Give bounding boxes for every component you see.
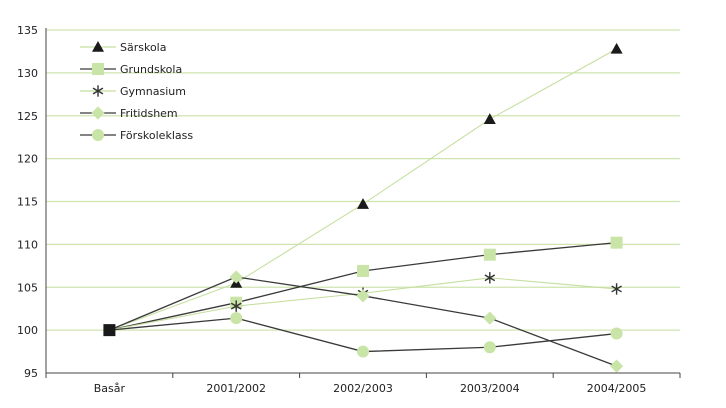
series-line bbox=[109, 242, 617, 331]
legend-marker bbox=[92, 85, 104, 97]
y-tick-label: 105 bbox=[17, 281, 38, 294]
y-tick-label: 95 bbox=[24, 367, 38, 380]
x-tick-label: 2001/2002 bbox=[206, 382, 266, 395]
legend-label: Grundskola bbox=[120, 63, 182, 76]
y-tick-label: 110 bbox=[17, 238, 38, 251]
legend-label: Särskola bbox=[120, 41, 166, 54]
legend-label: Fritidshem bbox=[120, 107, 178, 120]
data-point bbox=[610, 42, 623, 54]
x-tick-label: 2003/2004 bbox=[460, 382, 520, 395]
legend-item: Förskoleklass bbox=[80, 129, 193, 142]
data-point bbox=[611, 283, 622, 295]
y-tick-label: 120 bbox=[17, 153, 38, 166]
y-tick-label: 115 bbox=[17, 196, 38, 209]
y-tick-label: 135 bbox=[17, 24, 38, 37]
legend-marker bbox=[92, 129, 104, 141]
legend-item: Grundskola bbox=[80, 63, 182, 76]
series-fritidshem bbox=[109, 270, 624, 373]
y-tick-label: 130 bbox=[17, 67, 38, 80]
data-point bbox=[357, 198, 369, 209]
y-tick-label: 100 bbox=[17, 324, 38, 337]
legend: Särskola Grundskola Gymnasium Fritidshem För… bbox=[80, 41, 193, 142]
y-tick-label: 125 bbox=[17, 110, 38, 123]
data-point bbox=[483, 341, 496, 354]
legend-marker bbox=[92, 41, 104, 52]
data-point bbox=[357, 345, 369, 358]
x-tick-label: 2002/2003 bbox=[333, 382, 393, 395]
legend-marker bbox=[92, 63, 104, 75]
data-point bbox=[230, 312, 243, 325]
series-group bbox=[103, 42, 624, 373]
legend-item: Fritidshem bbox=[80, 106, 178, 120]
legend-item: Särskola bbox=[80, 41, 166, 54]
data-point bbox=[357, 264, 369, 277]
axes: 95 100 105 110 115 120 125 130 135 Basår 2001/2002… bbox=[17, 24, 681, 395]
data-point bbox=[483, 248, 496, 261]
data-point bbox=[230, 300, 242, 312]
x-tick-label: Basår bbox=[94, 382, 126, 395]
data-point bbox=[229, 270, 243, 284]
series-grundskola bbox=[109, 236, 623, 331]
data-point bbox=[483, 311, 497, 325]
grid-lines bbox=[46, 29, 680, 331]
legend-label: Gymnasium bbox=[120, 85, 186, 98]
series-förskoleklass bbox=[109, 312, 623, 358]
data-point bbox=[484, 272, 496, 284]
legend-label: Förskoleklass bbox=[120, 129, 193, 142]
data-point bbox=[356, 289, 370, 303]
x-tick-label: 2004/2005 bbox=[587, 382, 647, 395]
data-point bbox=[610, 236, 623, 249]
data-point bbox=[610, 327, 623, 340]
legend-marker bbox=[91, 106, 105, 120]
data-point bbox=[483, 113, 496, 124]
base-point bbox=[103, 324, 116, 337]
data-point bbox=[610, 359, 624, 373]
legend-item: Gymnasium bbox=[80, 85, 186, 98]
series-särskola bbox=[109, 42, 623, 331]
